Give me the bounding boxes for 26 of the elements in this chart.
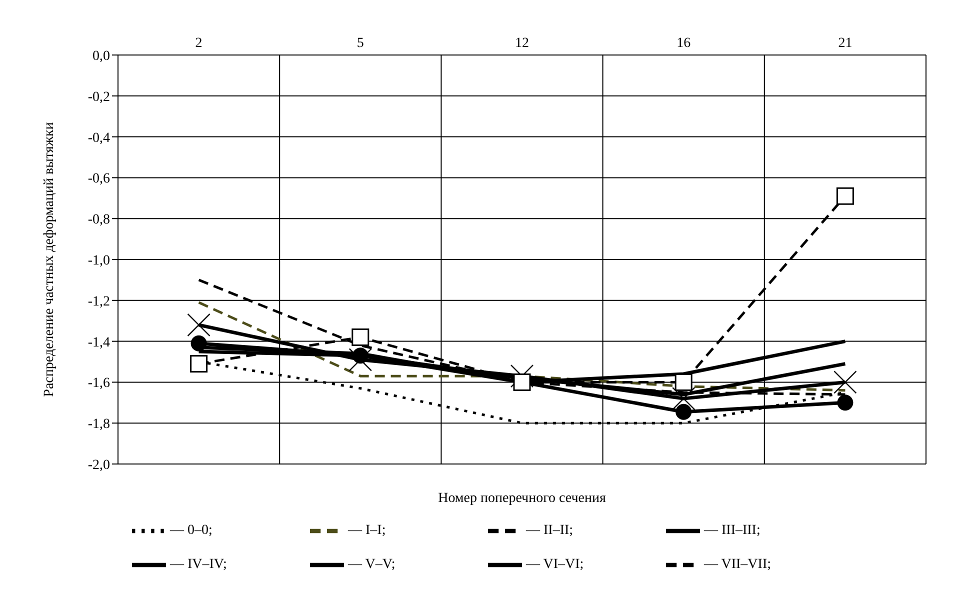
x-tick-label: 16 <box>676 36 691 51</box>
legend-label: — V–V; <box>348 557 396 572</box>
y-tick-label: -0,4 <box>88 130 110 146</box>
y-axis-title: Распределение частных деформаций вытяжки <box>42 122 57 397</box>
legend-label: — 0–0; <box>170 523 214 538</box>
legend-label: — VI–VI; <box>526 557 585 572</box>
y-tick-label: 0,0 <box>92 48 110 64</box>
y-tick-label: -1,8 <box>88 417 110 432</box>
legend-label: — I–I; <box>348 523 387 538</box>
y-tick-label: -2,0 <box>88 458 110 473</box>
x-tick-label: 2 <box>195 36 202 51</box>
legend-label: — VII–VII; <box>704 557 772 572</box>
x-tick-label: 5 <box>356 36 364 51</box>
y-tick-label: -1,4 <box>88 335 110 350</box>
y-tick-label: -1,6 <box>88 376 110 392</box>
y-tick-label: -1,2 <box>88 294 110 310</box>
y-tick-label: -0,6 <box>88 172 110 187</box>
legend-label: — IV–IV; <box>170 557 228 572</box>
y-tick-label: -1,0 <box>88 253 110 268</box>
y-tick-label: -0,2 <box>88 90 110 105</box>
x-tick-label: 21 <box>838 36 852 51</box>
x-tick-label: 12 <box>515 36 529 51</box>
y-tick-label: -0,8 <box>88 212 110 228</box>
legend-label: — II–II; <box>526 523 574 538</box>
x-axis-title: Номер поперечного сечения <box>438 491 606 506</box>
legend-label: — III–III; <box>704 523 762 538</box>
